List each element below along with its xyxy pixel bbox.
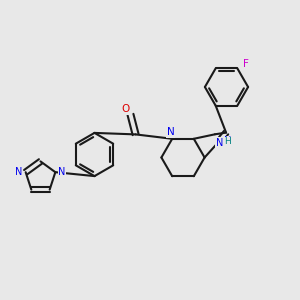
Text: H: H [224, 137, 231, 146]
Text: N: N [167, 127, 175, 137]
Text: N: N [58, 167, 66, 177]
Text: O: O [121, 104, 129, 114]
Text: N: N [15, 167, 23, 177]
Text: N: N [224, 136, 232, 146]
Text: N: N [216, 138, 223, 148]
Text: F: F [243, 59, 249, 69]
